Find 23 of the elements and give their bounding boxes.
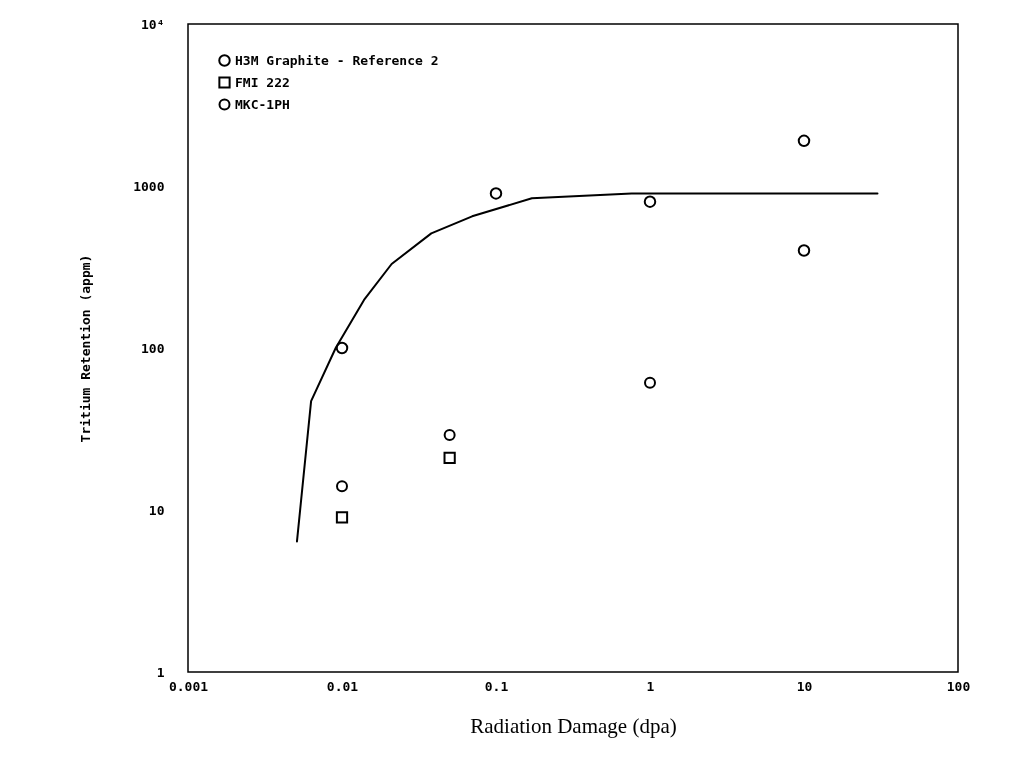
x-axis-title: Radiation Damage (dpa) [470, 713, 677, 738]
point [644, 376, 656, 389]
point [643, 195, 657, 208]
point [335, 341, 349, 355]
point [336, 480, 348, 493]
y-tick-label: 10⁴ [141, 16, 165, 32]
y-tick-label: 10 [148, 502, 165, 518]
point [489, 187, 503, 200]
legend-label: MKC-1PH [235, 96, 290, 112]
point [797, 134, 811, 148]
x-tick-label: 0.1 [484, 678, 509, 694]
y-tick-label: 1 [156, 664, 165, 680]
x-tick-label: 1 [646, 678, 655, 694]
x-tick-label: 10 [796, 678, 813, 694]
x-tick-label: 100 [946, 678, 971, 694]
point [335, 511, 349, 524]
legend-label: FMI 222 [235, 74, 290, 90]
y-axis-title: Tritium Retention (appm) [78, 254, 94, 443]
y-tick-label: 100 [141, 340, 165, 356]
legend-label: H3M Graphite - Reference 2 [235, 52, 439, 68]
x-tick-label: 0.001 [168, 678, 209, 694]
y-tick-label: 1000 [133, 178, 165, 194]
x-tick-label: 0.01 [326, 678, 359, 694]
